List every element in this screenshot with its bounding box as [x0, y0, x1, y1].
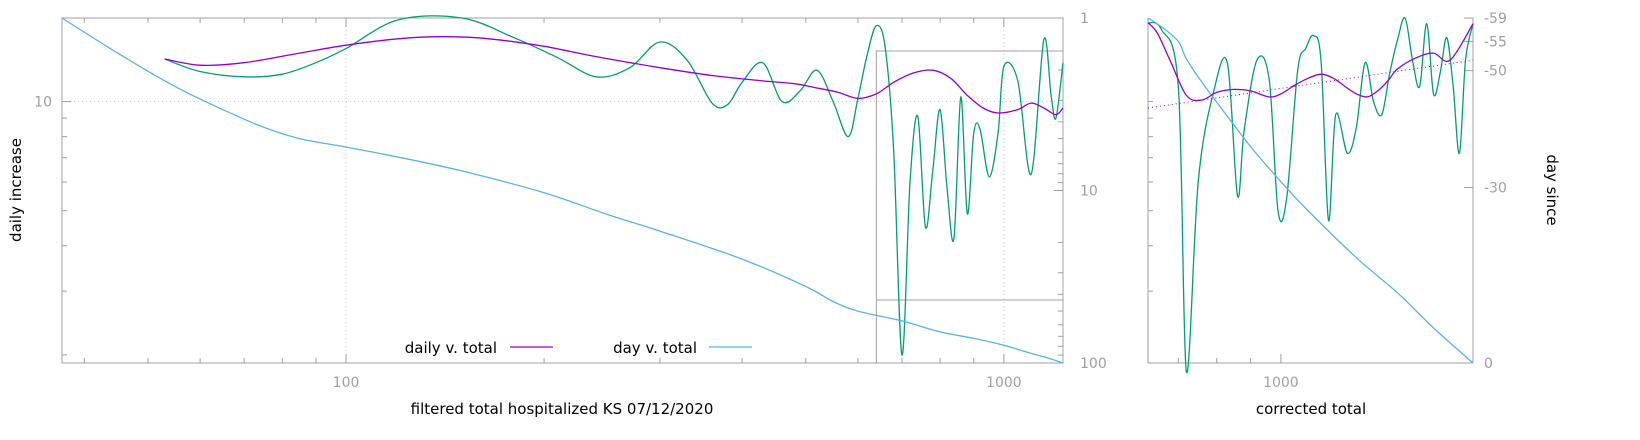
y-tick-label: 10	[34, 95, 52, 111]
inset-x-axis-label: corrected total	[1256, 400, 1366, 418]
inset-y2-tick-label: 0	[1484, 356, 1493, 372]
y-axis-label: daily increase	[7, 138, 25, 242]
inset-x-tick-label: 1000	[1263, 375, 1299, 391]
series-line	[62, 18, 1063, 363]
legend-label-day: day v. total	[613, 339, 697, 357]
inset-series-line	[1148, 18, 1473, 363]
y2-tick-label: 10	[1080, 184, 1098, 200]
y2-tick-label: 100	[1080, 356, 1107, 372]
inset-y2-tick-label: -59	[1484, 11, 1507, 27]
x-tick-label: 100	[333, 375, 360, 391]
plot-frame	[62, 18, 1063, 363]
main-panel: 100 1000 10 1 10 100 filtered total hospitaliz…	[7, 11, 1107, 418]
inset-y2-tick-label: -30	[1484, 181, 1507, 197]
series-line	[165, 16, 1063, 355]
corrected-panel: 1000 -59 -55 -50 -30 0 corrected total day sinc…	[1148, 11, 1561, 418]
inset-y2-tick-label: -55	[1484, 34, 1507, 50]
x-axis-label: filtered total hospitalized KS 07/12/202…	[411, 400, 714, 418]
legend-label-daily: daily v. total	[405, 339, 497, 357]
inset-y2-tick-label: -50	[1484, 64, 1507, 80]
inset-y2-axis-label: day since	[1543, 154, 1561, 225]
series-line	[165, 37, 1063, 115]
x-tick-label: 1000	[986, 375, 1022, 391]
y2-tick-label: 1	[1080, 11, 1089, 27]
